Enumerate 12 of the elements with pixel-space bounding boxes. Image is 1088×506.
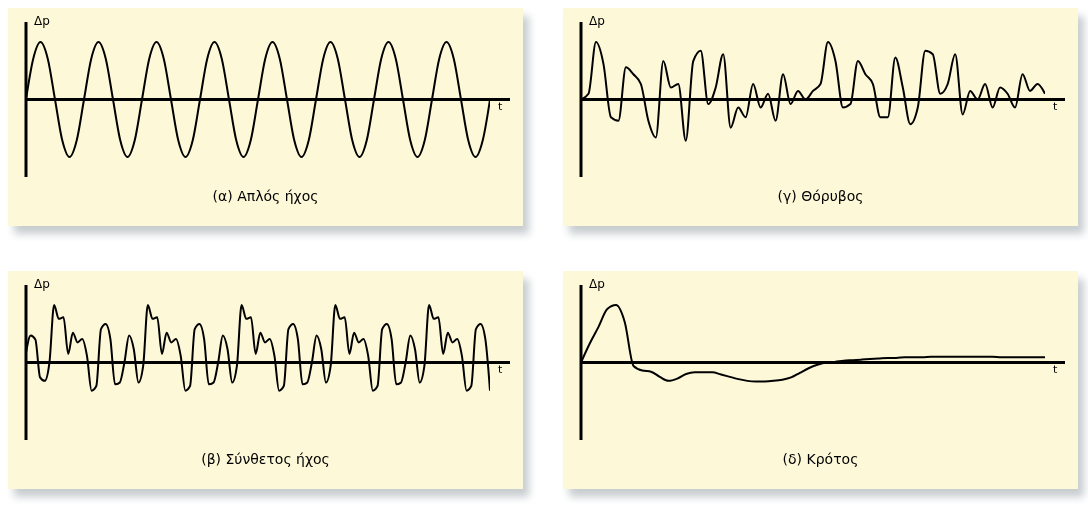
x-axis-title: t <box>498 100 503 113</box>
text: (α) Απλός ήχος <box>211 188 320 204</box>
text: (γ) Θόρυβος <box>776 188 865 204</box>
x-axis-title: t <box>1053 100 1058 113</box>
x-axis-title: t <box>1053 363 1058 376</box>
y-axis-title: Δp <box>34 14 50 28</box>
y-axis-title: Δp <box>589 277 605 291</box>
y-axis-title: Δp <box>34 277 50 291</box>
y-axis-title: Δp <box>589 14 605 28</box>
text: (δ) Κρότος <box>781 451 860 467</box>
text: (β) Σύνθετος ήχος <box>200 451 331 467</box>
x-axis-title: t <box>498 363 503 376</box>
